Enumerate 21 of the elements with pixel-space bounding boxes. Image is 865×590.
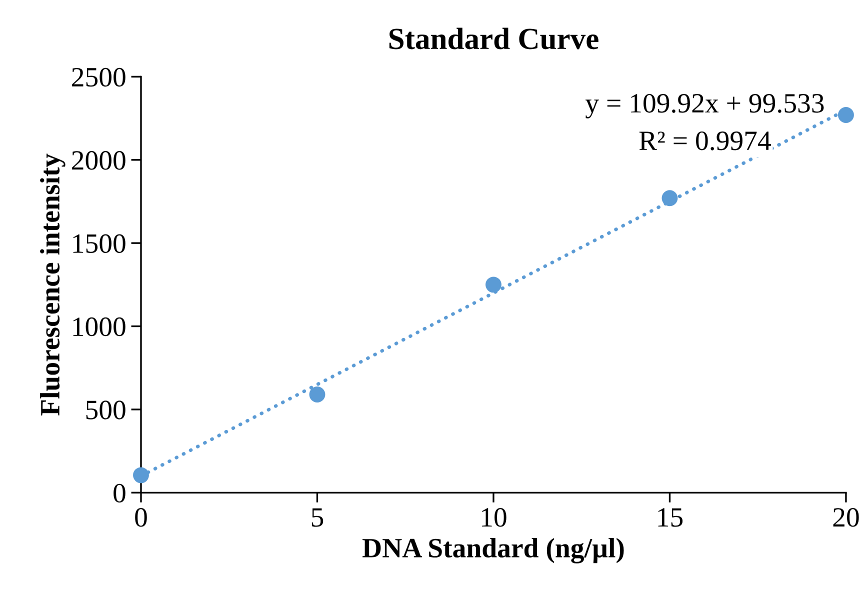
y-tick-label: 1000 [73, 317, 126, 336]
y-tick-label: 1500 [73, 234, 126, 253]
point [309, 386, 326, 402]
annotation: R² = 0.9974 [639, 131, 771, 150]
y-axis-title: Fluorescence intensity [40, 154, 66, 416]
y-tick-label: 500 [86, 400, 126, 420]
x-tick-label: 15 [658, 508, 683, 527]
x-tick-label: 0 [135, 508, 147, 527]
point [838, 106, 854, 123]
y-tick-label: 2000 [72, 151, 126, 170]
point [486, 276, 502, 293]
x-tick-label: 10 [482, 508, 506, 527]
annotation: y = 109.92x + 99.533 [585, 94, 824, 118]
y-tick-label: 0 [114, 484, 126, 503]
x-tick-label: 20 [833, 508, 859, 527]
y-tick-label: 2500 [72, 68, 126, 87]
point [662, 190, 678, 206]
chart-title: Standard Curve [389, 28, 598, 50]
x-axis-title: DNA Standard (ng/µl) [362, 538, 624, 564]
point [133, 467, 149, 484]
x-tick-label: 5 [312, 508, 324, 527]
